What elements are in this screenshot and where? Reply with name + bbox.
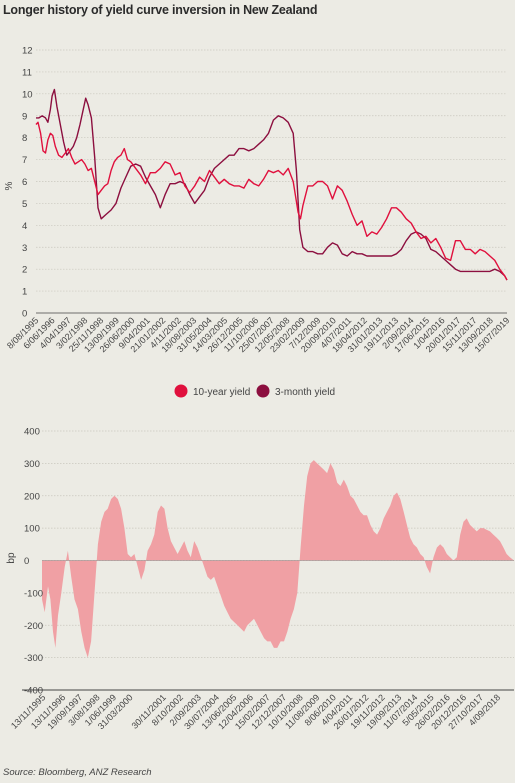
legend-label: 3-month yield	[275, 387, 335, 398]
series-3-month-yield	[36, 88, 508, 281]
y-tick-label: 5	[22, 199, 27, 210]
y-axis-label: bp	[6, 552, 17, 564]
y-tick-label: 200	[24, 491, 40, 502]
y-tick-label: 400	[24, 427, 40, 438]
y-tick-label: 7	[22, 155, 27, 166]
y-tick-label: 12	[22, 46, 33, 57]
y-tick-label: 8	[22, 133, 27, 144]
y-tick-label: 0	[22, 309, 27, 320]
y-tick-label: 6	[22, 177, 27, 188]
y-tick-label: 11	[22, 67, 32, 78]
y-tick-label: -300	[24, 653, 43, 664]
y-tick-label: 0	[24, 556, 29, 567]
legend-marker	[174, 384, 188, 398]
y-tick-label: 2	[22, 265, 27, 276]
y-tick-label: 1	[22, 287, 27, 298]
y-tick-label: -100	[24, 588, 43, 599]
y-tick-label: 300	[24, 459, 40, 470]
spread-area-chart: 4003002001000-100-200-300-400bp13/11/199…	[6, 427, 514, 731]
chart-title: Longer history of yield curve inversion …	[3, 3, 318, 17]
y-tick-label: 10	[22, 89, 33, 100]
y-axis-label: %	[4, 181, 15, 190]
y-tick-label: 4	[22, 221, 27, 232]
spread-area	[42, 460, 514, 658]
chart-legend: 10-year yield 3-month yield	[174, 384, 335, 398]
series-10-year-yield	[35, 121, 508, 281]
yield-line-chart: 0123456789101112%8/08/19956/06/19964/04/…	[4, 46, 511, 355]
y-tick-label: 3	[22, 243, 27, 254]
legend-label: 10-year yield	[193, 387, 250, 398]
legend-marker	[256, 384, 270, 398]
source-note: Source: Bloomberg, ANZ Research	[3, 767, 152, 778]
y-tick-label: -200	[24, 621, 43, 632]
y-tick-label: -400	[24, 686, 43, 697]
y-tick-label: 9	[22, 111, 27, 122]
y-tick-label: 100	[24, 524, 40, 535]
